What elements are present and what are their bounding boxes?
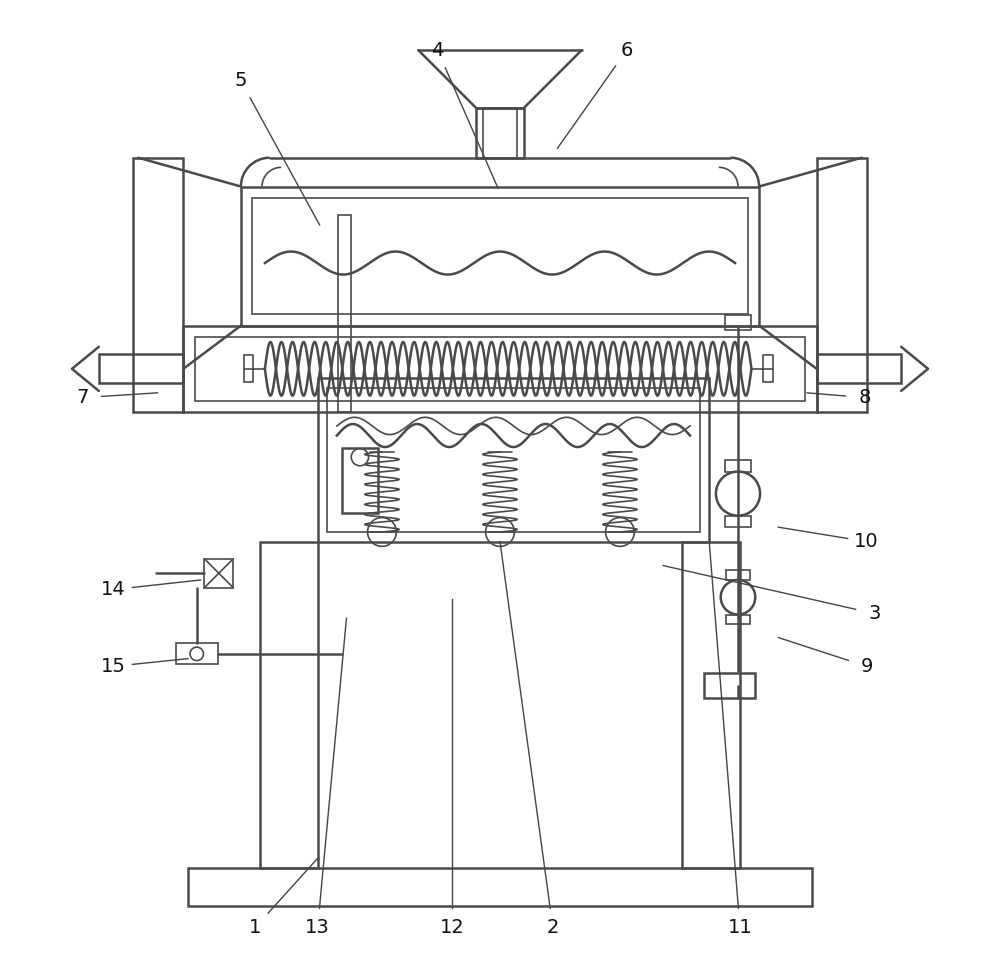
Text: 15: 15	[101, 657, 126, 676]
Text: 13: 13	[305, 918, 330, 937]
Bar	[817, 354, 901, 383]
Bar	[241, 187, 759, 325]
Bar	[725, 316, 751, 330]
Bar	[195, 337, 805, 401]
Bar	[682, 541, 740, 868]
Bar	[763, 355, 773, 382]
Bar	[342, 447, 378, 513]
Text: 10: 10	[854, 532, 879, 551]
Bar	[133, 158, 183, 412]
Bar	[176, 644, 218, 664]
Bar	[817, 158, 867, 412]
Text: 5: 5	[235, 72, 247, 90]
Bar	[204, 559, 233, 588]
Text: 6: 6	[620, 41, 633, 60]
Text: 12: 12	[440, 918, 464, 937]
Bar	[704, 673, 755, 698]
Bar	[318, 378, 709, 541]
Bar	[725, 460, 751, 471]
Bar	[244, 355, 253, 382]
Text: 7: 7	[76, 388, 89, 408]
Bar	[183, 325, 817, 412]
Text: 11: 11	[728, 918, 752, 937]
Bar	[188, 868, 812, 906]
Bar	[726, 570, 750, 580]
Text: 2: 2	[547, 918, 559, 937]
Bar	[327, 388, 700, 532]
Bar	[726, 615, 750, 624]
Text: 3: 3	[868, 604, 880, 623]
Bar	[338, 215, 351, 412]
Text: 1: 1	[249, 918, 261, 937]
Bar	[476, 107, 524, 158]
Text: 8: 8	[858, 388, 871, 408]
Text: 14: 14	[101, 580, 126, 599]
Bar	[260, 541, 318, 868]
Bar	[725, 516, 751, 528]
Text: 9: 9	[860, 657, 873, 676]
Bar	[252, 198, 748, 315]
Bar	[483, 107, 517, 158]
Text: 4: 4	[431, 41, 444, 60]
Bar	[99, 354, 183, 383]
